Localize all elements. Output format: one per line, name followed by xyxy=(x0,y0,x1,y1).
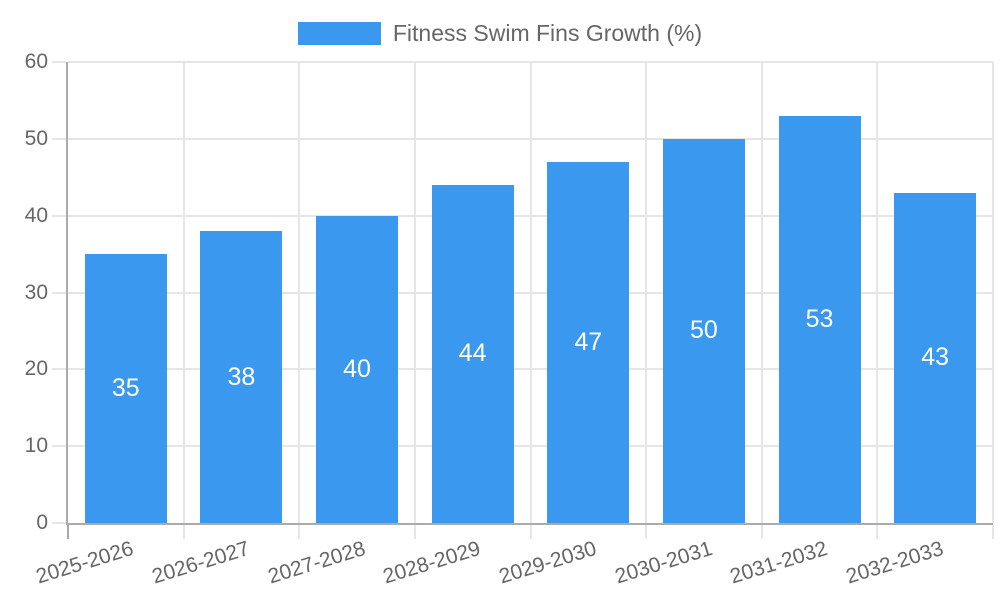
gridline-vertical xyxy=(760,62,763,523)
x-axis: 2025-2026 2026-2027 2027-2028 2028-2029 2029… xyxy=(34,523,993,600)
bar[interactable]: 44 xyxy=(431,184,514,523)
y-tick-mark xyxy=(52,445,66,448)
gridline-vertical xyxy=(182,62,185,523)
bar[interactable]: 43 xyxy=(894,192,977,523)
x-tick-label: 2025-2026 xyxy=(33,537,137,589)
bar-value-label: 53 xyxy=(805,304,834,333)
legend-swatch-icon xyxy=(297,21,381,45)
y-tick-mark xyxy=(52,61,66,63)
x-axis-line xyxy=(66,523,993,525)
gridline-vertical xyxy=(529,62,532,523)
x-tick-mark xyxy=(529,525,532,539)
x-tick-mark xyxy=(760,525,763,539)
x-tick-mark xyxy=(413,525,416,539)
bar[interactable]: 47 xyxy=(547,161,630,523)
x-tick-label: 2027-2028 xyxy=(265,537,368,589)
gridline-vertical xyxy=(413,62,416,523)
bar-value-label: 50 xyxy=(690,316,718,345)
bar[interactable]: 35 xyxy=(84,254,167,523)
bar[interactable]: 38 xyxy=(200,231,283,523)
y-tick-mark xyxy=(52,368,66,371)
bar[interactable]: 40 xyxy=(316,215,399,523)
bar-value-label: 43 xyxy=(921,343,950,372)
x-tick-mark xyxy=(182,525,185,539)
y-tick-label: 60 xyxy=(24,50,48,73)
y-tick-label: 40 xyxy=(24,203,48,227)
y-tick-mark xyxy=(52,214,66,217)
x-tick-label: 2030-2031 xyxy=(611,537,715,589)
y-axis-line xyxy=(66,62,68,525)
y-tick-label: 30 xyxy=(24,280,48,304)
bar-value-label: 35 xyxy=(111,374,140,403)
bar-value-label: 38 xyxy=(227,362,256,391)
x-tick-mark xyxy=(876,525,879,539)
gridline-vertical xyxy=(992,62,994,523)
y-tick-mark xyxy=(52,137,66,140)
bar-value-label: 44 xyxy=(458,339,487,368)
legend[interactable]: Fitness Swim Fins Growth (%) xyxy=(0,20,1000,46)
gridline-vertical xyxy=(645,62,648,523)
x-tick-label: 2031-2032 xyxy=(727,537,831,589)
plot-area: 35 38 40 44 47 50 53 43 xyxy=(52,61,994,539)
gridline-vertical xyxy=(298,62,301,523)
y-tick-label: 50 xyxy=(24,126,48,150)
x-tick-label: 2032-2033 xyxy=(843,537,946,589)
x-tick-label: 2028-2029 xyxy=(380,537,484,589)
y-tick-mark xyxy=(52,522,66,524)
bar[interactable]: 53 xyxy=(778,115,861,523)
x-tick-label: 2029-2030 xyxy=(496,537,600,589)
x-tick-mark xyxy=(645,525,648,539)
legend-label: Fitness Swim Fins Growth (%) xyxy=(392,19,703,46)
bar[interactable]: 50 xyxy=(662,138,745,523)
y-tick-label: 0 xyxy=(36,511,48,534)
y-axis: 0 10 20 30 40 50 60 xyxy=(0,50,48,534)
y-tick-label: 10 xyxy=(24,434,48,458)
x-tick-mark xyxy=(298,525,301,539)
x-tick-mark xyxy=(67,525,69,539)
x-tick-label: 2026-2027 xyxy=(149,537,253,589)
bar-value-label: 47 xyxy=(574,327,603,356)
bar-value-label: 40 xyxy=(343,354,371,383)
y-tick-label: 20 xyxy=(24,357,48,381)
x-tick-mark xyxy=(992,525,994,539)
y-tick-mark xyxy=(52,291,66,294)
gridline-vertical xyxy=(876,62,879,523)
